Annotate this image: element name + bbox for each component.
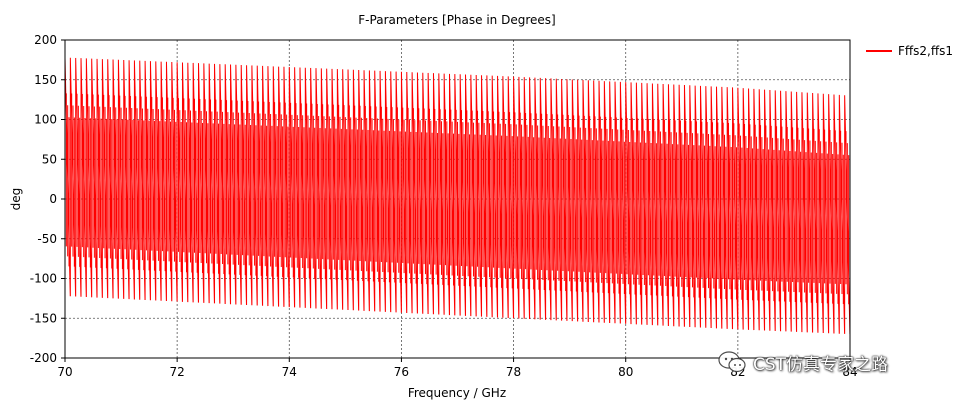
series-layer xyxy=(65,57,850,335)
chart-title: F-Parameters [Phase in Degrees] xyxy=(358,13,555,27)
watermark-text: CST仿真专家之路 xyxy=(753,354,889,375)
y-axis-label: deg xyxy=(9,188,23,211)
y-tick-label: -150 xyxy=(30,311,57,325)
y-tick-label: 150 xyxy=(34,73,57,87)
y-tick-label: -50 xyxy=(37,232,57,246)
y-tick-label: 100 xyxy=(34,113,57,127)
wechat-icon xyxy=(718,351,746,373)
y-tick-label: 0 xyxy=(49,192,57,206)
x-tick-label: 72 xyxy=(170,365,185,379)
x-tick-label: 76 xyxy=(394,365,409,379)
y-axis-ticks: -200 -150 -100 -50 0 50 100 150 200 xyxy=(30,33,65,365)
x-tick-label: 84 xyxy=(842,365,857,379)
x-axis-label: Frequency / GHz xyxy=(408,386,506,400)
x-tick-label: 70 xyxy=(57,365,72,379)
y-tick-label: -200 xyxy=(30,351,57,365)
x-tick-label: 74 xyxy=(282,365,297,379)
y-tick-label: 200 xyxy=(34,33,57,47)
legend-label: Fffs2,ffs1 xyxy=(898,44,953,58)
legend: Fffs2,ffs1 xyxy=(866,44,953,58)
y-tick-label: -100 xyxy=(30,272,57,286)
watermark: CST仿真专家之路 xyxy=(717,348,888,376)
series-line xyxy=(65,57,850,335)
x-tick-label: 78 xyxy=(506,365,521,379)
x-tick-label: 80 xyxy=(618,365,633,379)
y-tick-label: 50 xyxy=(42,152,57,166)
